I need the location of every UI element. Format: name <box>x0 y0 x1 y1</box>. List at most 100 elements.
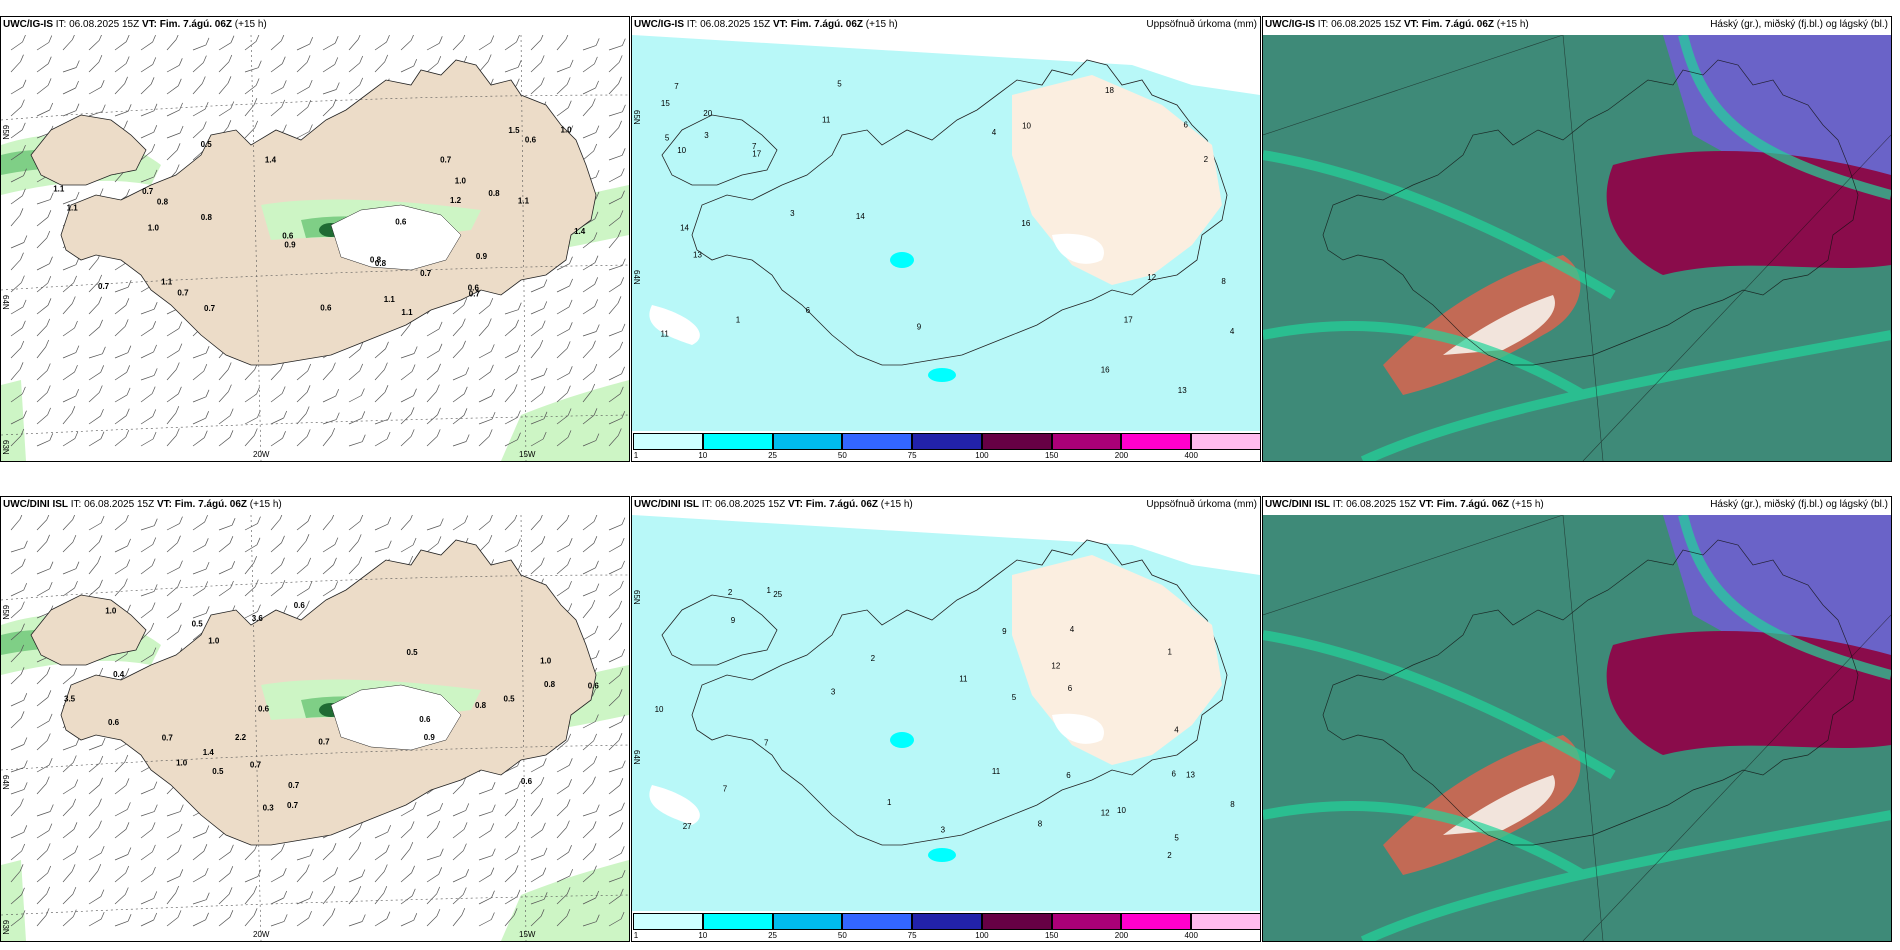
panel-igis-precip-wind: UWC/IG-IS IT: 06.08.2025 15Z VT: Fim. 7.… <box>0 16 630 462</box>
colorbar-segment <box>702 913 773 930</box>
value-label: 0.8 <box>544 680 556 689</box>
value-label: 9 <box>731 616 736 625</box>
value-label: 0.7 <box>440 155 452 164</box>
colorbar-tick: 200 <box>1114 931 1129 940</box>
colorbar-tick: 1 <box>633 451 639 460</box>
it-label: IT: <box>1332 499 1344 510</box>
value-label: 6 <box>806 306 811 315</box>
no-precip-area <box>1052 713 1104 744</box>
longitude-label: 15W <box>519 450 536 459</box>
value-label: 0.5 <box>212 767 224 776</box>
panel-field-title: Háský (gr.), miðský (fj.bl.) og lágský (… <box>1710 499 1888 510</box>
value-label: 1.5 <box>508 126 520 135</box>
value-label: 5 <box>1012 693 1017 702</box>
value-label: 14 <box>680 224 689 233</box>
value-label: 0.5 <box>192 619 204 628</box>
value-label: 0.7 <box>469 289 481 298</box>
colorbar-tick: 10 <box>698 931 708 940</box>
value-label: 1.0 <box>561 125 573 134</box>
panel-header: UWC/DINI ISL IT: 06.08.2025 15Z VT: Fim.… <box>1263 497 1891 515</box>
latitude-label: 63N <box>1 920 10 935</box>
colorbar-segment <box>1051 433 1122 450</box>
value-label: 3 <box>704 131 709 140</box>
vt-label: VT: <box>1418 499 1434 510</box>
value-label: 0.7 <box>288 781 300 790</box>
latitude-label: 64N <box>632 750 641 765</box>
it-label: IT: <box>55 19 67 30</box>
westfjords-outline <box>661 594 778 666</box>
value-label: 1.1 <box>67 204 79 213</box>
map-area <box>1263 515 1891 941</box>
colorbar-tick: 50 <box>837 451 847 460</box>
value-label: 15 <box>661 99 670 108</box>
value-label: 0.6 <box>108 718 120 727</box>
dry-area <box>1012 75 1222 285</box>
colorbar-segment <box>633 913 703 930</box>
value-label: 0.6 <box>320 304 332 313</box>
value-label: 4 <box>992 128 997 137</box>
value-label: 7 <box>723 785 728 794</box>
longitude-label: 20W <box>253 930 270 939</box>
it-value: 06.08.2025 15Z <box>84 499 155 510</box>
westfjords-outline <box>661 114 778 186</box>
colorbar-segment <box>702 433 773 450</box>
panel-igis-accum-precip: UWC/IG-IS IT: 06.08.2025 15Z VT: Fim. 7.… <box>631 16 1261 462</box>
value-label: 7 <box>674 82 679 91</box>
value-label: 1.1 <box>161 278 173 287</box>
value-label: 1.4 <box>203 748 215 757</box>
value-label: 10 <box>677 146 686 155</box>
westfjords-land <box>30 114 147 186</box>
value-label: 6 <box>1172 770 1177 779</box>
lead-time: (+15 h) <box>1511 499 1544 510</box>
colorbar-tick: 75 <box>907 451 917 460</box>
value-label: 13 <box>693 251 702 260</box>
lead-time: (+15 h) <box>234 19 267 30</box>
it-label: IT: <box>701 499 713 510</box>
value-label: 2 <box>1204 155 1209 164</box>
value-label: 6 <box>1068 684 1073 693</box>
value-label: 12 <box>1147 273 1156 282</box>
value-label: 11 <box>661 329 670 338</box>
colorbar-segment <box>912 433 982 450</box>
value-label: 0.6 <box>294 601 306 610</box>
glacier <box>330 684 462 751</box>
value-label: 1 <box>767 586 772 595</box>
precip-area <box>501 380 629 461</box>
value-label: 0.7 <box>420 269 432 278</box>
colorbar-tick: 1 <box>633 931 639 940</box>
graticule <box>1 35 629 461</box>
colorbar-tick: 10 <box>698 451 708 460</box>
value-label: 1.1 <box>53 184 65 193</box>
no-precip-area <box>632 515 1260 575</box>
value-label: 0.6 <box>282 232 294 241</box>
value-label: 9 <box>1002 627 1007 636</box>
value-label: 3 <box>941 825 946 834</box>
model-name: UWC/IG-IS <box>3 19 53 30</box>
model-name: UWC/DINI ISL <box>634 499 699 510</box>
colorbar-segment <box>912 913 982 930</box>
colorbar-segment <box>842 913 913 930</box>
value-label: 5 <box>837 80 842 89</box>
colorbar: 1 10 25 50 75 100 150 200 400 <box>632 911 1260 941</box>
map-area: 65N 64N 63N 20W 15W 2.2 0.5 0.7 0.6 0.7 1.0 0.5 0.7 0… <box>1 515 629 941</box>
value-label: 5 <box>1174 834 1179 843</box>
value-label: 3 <box>790 209 795 218</box>
value-label: 0.8 <box>370 255 382 264</box>
value-label: 0.9 <box>284 241 296 250</box>
value-label: 1.2 <box>450 196 462 205</box>
low-cloud-layer <box>1606 631 1891 755</box>
colorbar: 1 10 25 50 75 100 150 200 400 <box>632 431 1260 461</box>
colorbar-tick: 50 <box>837 931 847 940</box>
low-cloud-layer <box>1606 151 1891 275</box>
colorbar-tick: 25 <box>768 451 777 460</box>
latitude-label: 64N <box>1 775 10 790</box>
colorbar-segment <box>1121 433 1192 450</box>
value-label: 0.9 <box>424 733 436 742</box>
latitude-label: 65N <box>1 605 10 620</box>
it-value: 06.08.2025 15Z <box>715 499 786 510</box>
value-label: 13 <box>1178 386 1187 395</box>
colorbar-segment <box>1121 913 1192 930</box>
value-label: 17 <box>1124 316 1133 325</box>
